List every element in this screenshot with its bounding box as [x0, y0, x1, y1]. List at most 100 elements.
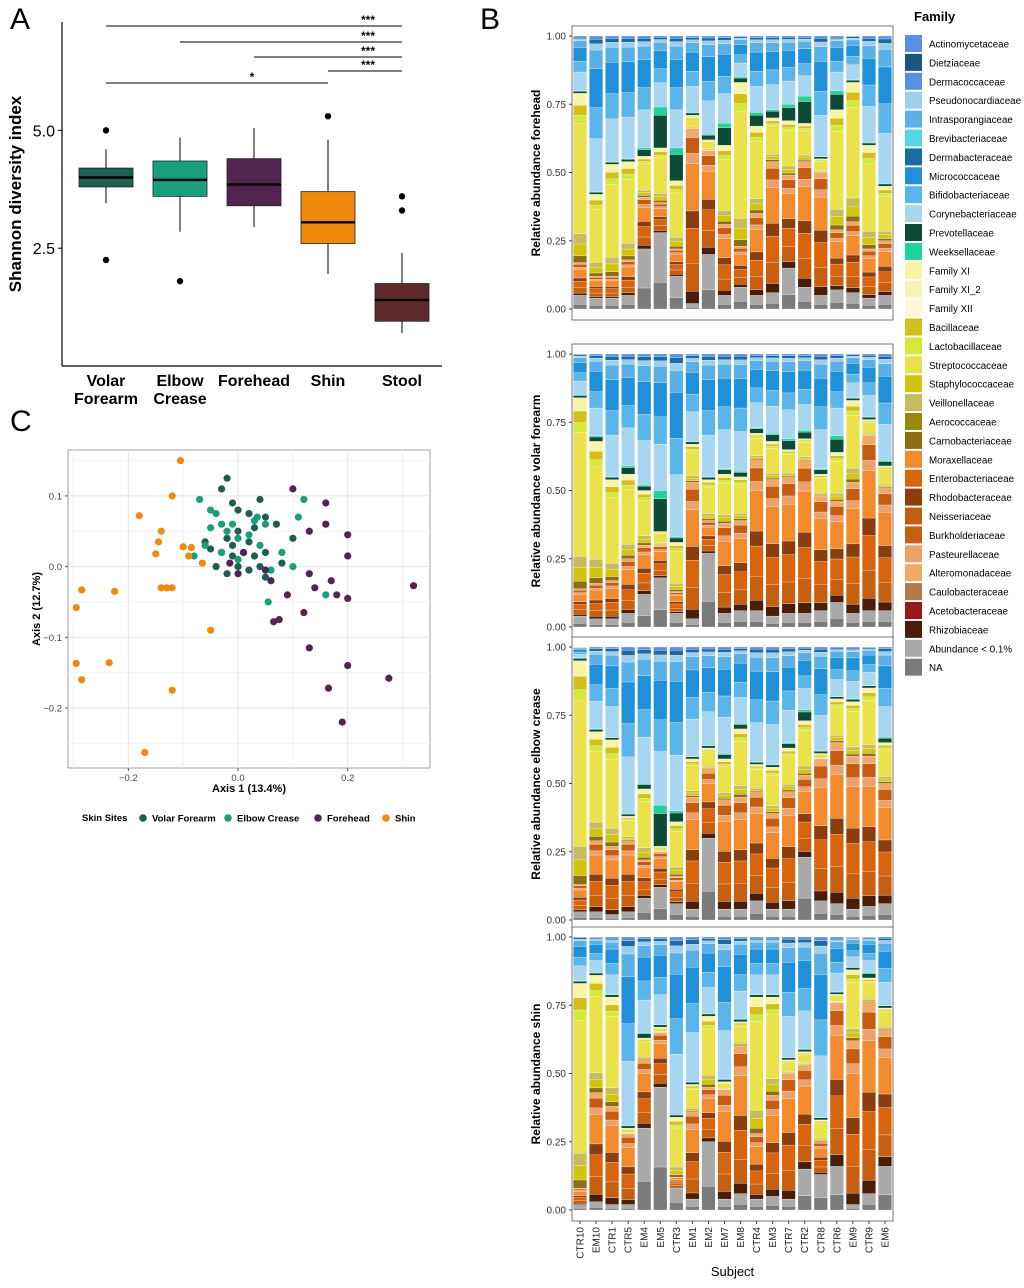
bar-segment-streptococcaceae — [813, 477, 828, 493]
x-category-label: Shin — [311, 373, 346, 390]
bar-segment-rhizobiaceae — [846, 898, 860, 910]
bar-segment-intrasporangiaceae — [765, 942, 780, 950]
bar-segment-bifidobacteriaceae — [829, 391, 844, 409]
bar-segment-bifidobacteriaceae — [797, 63, 812, 76]
bar-segment-abundance-0-1- — [605, 1204, 619, 1209]
bar-segment-family-xi — [878, 1007, 892, 1010]
bar-segment-streptococcaceae — [781, 755, 796, 785]
bar-segment-bacillaceae — [685, 446, 700, 450]
bar-segment-pseudonocardiaceae — [669, 655, 684, 662]
bar-segment-dermacoccaceae — [813, 353, 828, 357]
bar-segment-pasteurellaceae — [621, 566, 636, 570]
bar-segment-moraxellaceae — [637, 554, 652, 569]
bar-segment-moraxellaceae — [813, 518, 828, 550]
bar-segment-rhizobiaceae — [573, 292, 587, 296]
bar-segment-staphylococcaceae — [878, 485, 892, 488]
bar-segment-micrococcaceae — [589, 944, 603, 954]
bar-segment-micrococcaceae — [605, 62, 619, 94]
bar-segment-pseudonocardiaceae — [605, 939, 619, 943]
bar-segment-staphylococcaceae — [878, 778, 892, 782]
bar-segment-abundance-0-1- — [733, 908, 748, 917]
bar-segment-enterobacteriaceae — [589, 881, 603, 896]
bar-segment-enterobacteriaceae — [605, 602, 619, 611]
bar-segment-rhodobacteraceae — [589, 874, 603, 882]
bar-segment-lactobacillaceae — [573, 115, 587, 124]
bar-segment-pseudonocardiaceae — [733, 940, 748, 945]
bar-segment-intrasporangiaceae — [589, 654, 603, 665]
bar-segment-neisseriaceae — [589, 584, 603, 589]
bar-segment-rhizobiaceae — [733, 284, 748, 288]
bar-segment-prevotellaceae — [862, 685, 876, 689]
bar-segment-prevotellaceae — [733, 77, 748, 83]
y-tick-label: 0.75 — [547, 100, 567, 111]
bar-segment-bacillaceae — [733, 1023, 748, 1025]
bar-segment-burkholderiaceae — [765, 584, 780, 607]
bar-segment-dermacoccaceae — [862, 353, 876, 356]
bar-segment-alteromonadaceae — [717, 799, 732, 806]
bar-segment-neisseriaceae — [781, 483, 796, 497]
bar-segment-micrococcaceae — [621, 681, 636, 724]
scatter-point-shin — [187, 543, 196, 552]
bar-segment-bifidobacteriaceae — [605, 93, 619, 120]
bar-segment-abundance-0-1- — [878, 1166, 892, 1195]
bar-segment-pasteurellaceae — [733, 1066, 748, 1076]
bar-segment-family-xi — [813, 1119, 828, 1122]
bar-segment-corynebacteriaceae — [621, 427, 636, 467]
scatter-point-volar-forearm — [261, 548, 270, 557]
bar-segment-bifidobacteriaceae — [813, 91, 828, 116]
bar-segment-enterobacteriaceae — [717, 1151, 732, 1175]
bar-segment-burkholderiaceae — [573, 287, 587, 294]
bar-segment-abundance-0-1- — [813, 610, 828, 622]
bar-segment-rhizobiaceae — [717, 606, 732, 614]
bar-segment-prevotellaceae — [862, 973, 876, 979]
bar-segment-dermacoccaceae — [765, 646, 780, 650]
bar-segment-carnobacteriaceae — [765, 811, 780, 814]
bar-segment-rhodobacteraceae — [621, 874, 636, 882]
bar-segment-na — [669, 1202, 684, 1211]
bar-segment-carnobacteriaceae — [765, 477, 780, 480]
bar-segment-enterobacteriaceae — [653, 1063, 668, 1075]
bar-segment-family-xi — [621, 816, 636, 819]
bar-segment-rhodobacteraceae — [605, 878, 619, 886]
bar-segment-prevotellaceae — [878, 183, 892, 187]
scatter-point-forehead — [283, 591, 291, 599]
bar-segment-pasteurellaceae — [878, 504, 892, 513]
legend-swatch — [905, 242, 922, 260]
legend-swatch — [905, 413, 922, 430]
scatter-point-forehead — [261, 566, 270, 574]
bar-segment-abundance-0-1- — [733, 610, 748, 622]
x-tick-label: −0.2 — [119, 773, 138, 784]
bar-segment-rhizobiaceae — [669, 274, 684, 277]
bar-segment-burkholderiaceae — [717, 1173, 732, 1192]
bar-segment-veillonellaceae — [797, 154, 812, 158]
bar-segment-abundance-0-1- — [749, 295, 764, 305]
bar-segment-staphylococcaceae — [685, 477, 700, 481]
bar-segment-rhizobiaceae — [653, 884, 668, 888]
bar-segment-prevotellaceae — [813, 751, 828, 754]
bar-segment-na — [685, 916, 700, 921]
bar-segment-streptococcaceae — [813, 1123, 828, 1139]
bar-segment-dermacoccaceae — [781, 353, 796, 356]
bar-segment-streptococcaceae — [733, 484, 748, 514]
bar-segment-prevotellaceae — [765, 764, 780, 768]
bar-segment-corynebacteriaceae — [829, 407, 844, 437]
bar-segment-streptococcaceae — [797, 442, 812, 457]
bar-segment-na — [846, 1207, 860, 1211]
bar-segment-na — [829, 914, 844, 921]
legend-swatch — [905, 53, 922, 71]
bar-segment-veillonellaceae — [717, 792, 732, 796]
bar-segment-bacillaceae — [637, 158, 652, 162]
bar-segment-staphylococcaceae — [605, 569, 619, 577]
bar-segment-abundance-0-1- — [589, 618, 603, 625]
bar-segment-burkholderiaceae — [669, 897, 684, 902]
bar-segment-streptococcaceae — [605, 758, 619, 829]
bar-segment-bacillaceae — [749, 1006, 764, 1015]
bar-segment-rhodobacteraceae — [813, 230, 828, 243]
bar-segment-intrasporangiaceae — [813, 46, 828, 62]
bar-segment-moraxellaceae — [621, 569, 636, 585]
bar-segment-streptococcaceae — [701, 486, 716, 514]
bar-segment-intrasporangiaceae — [797, 652, 812, 661]
bar-segment-intrasporangiaceae — [637, 945, 652, 958]
scatter-point-volar-forearm — [256, 495, 264, 504]
bar-segment-streptococcaceae — [653, 1027, 668, 1032]
